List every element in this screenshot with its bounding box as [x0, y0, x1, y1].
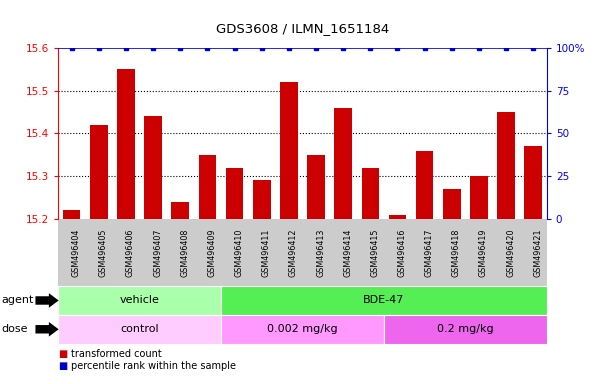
- Text: GDS3608 / ILMN_1651184: GDS3608 / ILMN_1651184: [216, 22, 389, 35]
- Text: GSM496418: GSM496418: [452, 228, 461, 276]
- Text: agent: agent: [1, 295, 34, 306]
- Text: GSM496413: GSM496413: [316, 228, 325, 276]
- Text: 0.2 mg/kg: 0.2 mg/kg: [437, 324, 494, 334]
- Text: GSM496409: GSM496409: [207, 228, 216, 277]
- Bar: [443, 189, 461, 219]
- Text: GSM496408: GSM496408: [180, 228, 189, 276]
- Text: ■: ■: [58, 349, 67, 359]
- Text: GSM496421: GSM496421: [533, 228, 543, 277]
- Bar: [416, 151, 433, 219]
- Bar: [199, 155, 216, 219]
- Text: GSM496406: GSM496406: [126, 228, 135, 276]
- Bar: [334, 108, 352, 219]
- Bar: [497, 112, 515, 219]
- Text: dose: dose: [1, 324, 27, 334]
- Text: GSM496404: GSM496404: [71, 228, 81, 276]
- Text: GSM496405: GSM496405: [99, 228, 108, 277]
- Text: transformed count: transformed count: [71, 349, 163, 359]
- Bar: [524, 146, 542, 219]
- Text: GSM496414: GSM496414: [343, 228, 352, 276]
- Text: GSM496412: GSM496412: [289, 228, 298, 277]
- Bar: [225, 168, 243, 219]
- Bar: [362, 168, 379, 219]
- Text: GSM496410: GSM496410: [235, 228, 244, 276]
- Text: ■: ■: [58, 361, 67, 371]
- Text: GSM496417: GSM496417: [425, 228, 434, 277]
- Bar: [90, 125, 108, 219]
- Bar: [63, 210, 81, 219]
- Text: BDE-47: BDE-47: [363, 295, 404, 306]
- Text: GSM496419: GSM496419: [479, 228, 488, 277]
- Text: vehicle: vehicle: [120, 295, 159, 306]
- Bar: [253, 180, 271, 219]
- Text: 0.002 mg/kg: 0.002 mg/kg: [267, 324, 338, 334]
- Bar: [307, 155, 325, 219]
- Text: GSM496415: GSM496415: [370, 228, 379, 277]
- Bar: [144, 116, 162, 219]
- Bar: [280, 82, 298, 219]
- Text: GSM496420: GSM496420: [506, 228, 515, 277]
- Text: control: control: [120, 324, 159, 334]
- Bar: [117, 70, 135, 219]
- Bar: [470, 176, 488, 219]
- Bar: [389, 215, 406, 219]
- Text: GSM496411: GSM496411: [262, 228, 271, 276]
- Text: GSM496407: GSM496407: [153, 228, 162, 277]
- Bar: [172, 202, 189, 219]
- Text: percentile rank within the sample: percentile rank within the sample: [71, 361, 236, 371]
- Text: GSM496416: GSM496416: [398, 228, 406, 276]
